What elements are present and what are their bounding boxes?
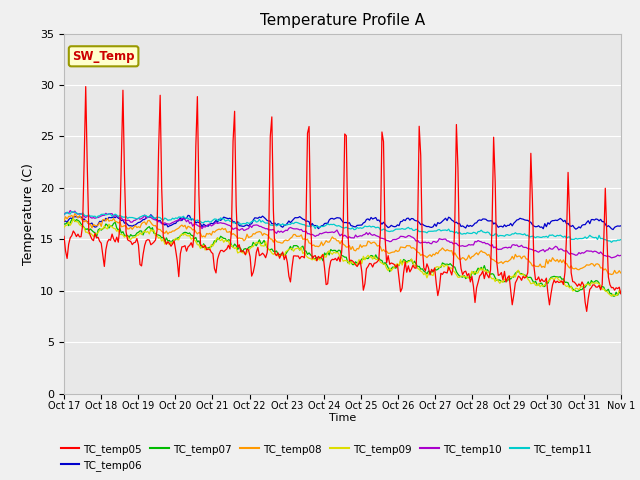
Line: TC_temp09: TC_temp09 [64,218,621,296]
TC_temp08 [60,218,68,224]
TC_temp05 [255,253,263,259]
TC_temp08 [305,240,313,246]
Y-axis label: Temperature (C): Temperature (C) [22,163,35,264]
TC_temp05 [589,282,596,288]
TC_temp11 [305,224,313,229]
TC_temp06 [255,214,263,220]
TC_temp06 [305,219,313,225]
TC_temp10 [130,218,138,224]
TC_temp07 [305,250,313,256]
TC_temp08 [228,232,236,238]
TC_temp05 [583,309,591,314]
TC_temp08 [607,272,615,277]
TC_temp09 [228,242,236,248]
TC_temp10 [67,208,74,214]
TC_temp11 [130,215,138,221]
Line: TC_temp10: TC_temp10 [64,211,621,258]
TC_temp11 [588,234,595,240]
Line: TC_temp08: TC_temp08 [64,214,621,275]
TC_temp08 [71,211,79,216]
TC_temp10 [588,248,595,254]
TC_temp05 [228,227,236,233]
TC_temp06 [147,212,155,217]
TC_temp06 [129,223,136,229]
TC_temp07 [246,244,254,250]
Text: SW_Temp: SW_Temp [72,50,135,63]
TC_temp10 [305,231,313,237]
TC_temp05 [130,240,138,246]
Legend: TC_temp05, TC_temp06, TC_temp07, TC_temp08, TC_temp09, TC_temp10, TC_temp11: TC_temp05, TC_temp06, TC_temp07, TC_temp… [56,439,596,475]
TC_temp11 [228,218,236,224]
TC_temp05 [82,84,90,89]
TC_temp09 [60,225,68,230]
TC_temp08 [130,224,138,230]
TC_temp06 [246,221,254,227]
Line: TC_temp11: TC_temp11 [64,212,621,242]
TC_temp09 [246,246,254,252]
TC_temp08 [588,261,595,266]
TC_temp09 [70,216,77,221]
Line: TC_temp05: TC_temp05 [64,86,621,312]
TC_temp05 [617,291,625,297]
TC_temp11 [246,220,254,226]
TC_temp09 [588,280,595,286]
TC_temp06 [60,218,68,224]
TC_temp09 [305,255,313,261]
TC_temp06 [228,216,236,222]
TC_temp07 [255,237,263,243]
TC_temp07 [60,221,68,227]
TC_temp06 [617,223,625,229]
TC_temp06 [588,216,595,222]
TC_temp10 [228,224,236,230]
TC_temp09 [607,293,615,299]
TC_temp07 [611,293,618,299]
TC_temp05 [246,254,254,260]
Line: TC_temp06: TC_temp06 [64,215,621,229]
TC_temp11 [617,237,625,242]
TC_temp09 [255,240,263,246]
TC_temp10 [246,223,254,228]
TC_temp05 [305,124,313,130]
TC_temp10 [607,255,615,261]
TC_temp11 [607,240,615,245]
X-axis label: Time: Time [329,413,356,422]
TC_temp10 [60,212,68,217]
TC_temp10 [617,252,625,258]
TC_temp10 [255,224,263,229]
TC_temp07 [588,277,595,283]
TC_temp06 [609,227,617,232]
TC_temp11 [68,209,76,215]
TC_temp09 [617,289,625,295]
TC_temp11 [255,216,263,222]
Line: TC_temp07: TC_temp07 [64,218,621,296]
Title: Temperature Profile A: Temperature Profile A [260,13,425,28]
TC_temp08 [246,234,254,240]
TC_temp07 [70,216,77,221]
TC_temp08 [617,270,625,276]
TC_temp05 [60,233,68,239]
TC_temp11 [60,211,68,217]
TC_temp07 [617,290,625,296]
TC_temp08 [255,228,263,234]
TC_temp07 [228,243,236,249]
TC_temp07 [130,233,138,239]
TC_temp09 [130,235,138,240]
